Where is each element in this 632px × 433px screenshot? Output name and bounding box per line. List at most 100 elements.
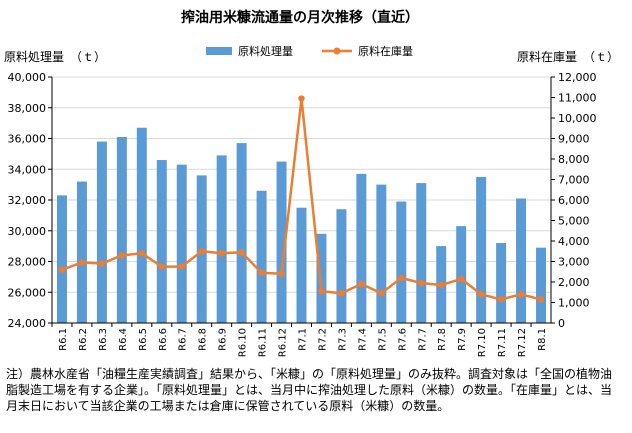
inventory-point (138, 250, 146, 257)
inventory-point (118, 252, 126, 259)
x-tick-label: R8.1 (537, 328, 548, 351)
legend-line-marker (333, 47, 341, 55)
bar (496, 243, 507, 323)
bar (316, 233, 327, 323)
footnote: 注）農林水産省「油糧生産実績調査」結果から、「米糠」の「原料処理量」のみ抜粋。調… (6, 367, 613, 413)
bar-series (56, 127, 547, 323)
left-axis-label: 原料処理量 （ｔ） (4, 50, 106, 64)
inventory-point (497, 296, 505, 303)
inventory-point (258, 269, 265, 276)
bar (216, 155, 227, 323)
x-tick-label: R7.8 (437, 328, 448, 351)
bar (476, 176, 487, 323)
bar (296, 207, 307, 323)
x-tick-label: R6.9 (218, 328, 229, 351)
inventory-point (78, 259, 86, 266)
inventory-point (517, 291, 525, 298)
legend: 原料処理量 原料在庫量 (206, 44, 413, 58)
right-tick-label: 1,000 (558, 297, 590, 310)
left-tick-label: 24,000 (8, 317, 47, 330)
x-tick-label: R6.11 (258, 328, 269, 357)
left-tick-label: 38,000 (8, 102, 47, 115)
right-tick-label: 6,000 (558, 194, 590, 207)
bar (96, 141, 107, 323)
right-tick-label: 3,000 (558, 256, 590, 269)
x-tick-label: R7.3 (337, 328, 348, 351)
left-tick-label: 30,000 (8, 225, 47, 238)
left-tick-label: 34,000 (8, 163, 47, 176)
bar (136, 127, 147, 323)
right-tick-label: 5,000 (558, 215, 590, 228)
x-tick-label: R7.12 (517, 328, 528, 357)
inventory-point (278, 270, 285, 277)
bar (416, 183, 427, 323)
bar (156, 160, 167, 323)
x-tick-label: R7.5 (377, 328, 388, 351)
bar (336, 209, 347, 323)
gridlines (52, 76, 551, 293)
x-tick-label: R7.6 (397, 328, 408, 351)
bar (56, 195, 67, 323)
bar (236, 143, 247, 323)
x-tick-label: R6.3 (98, 328, 109, 351)
x-tick-label: R7.9 (457, 328, 468, 351)
inventory-point (158, 263, 165, 270)
bar (176, 164, 187, 323)
axes (48, 76, 555, 327)
x-tick-label: R7.7 (417, 328, 428, 351)
rice-bran-chart: 搾油用米糠流通量の月次推移（直近） 原料処理量 （ｔ） 原料在庫量 （ｔ） 原料… (4, 9, 619, 357)
inventory-point (58, 266, 66, 273)
bar (456, 226, 467, 323)
inventory-point (178, 263, 185, 270)
x-tick-label: R6.2 (78, 328, 89, 351)
x-tick-label: R7.4 (357, 328, 368, 351)
right-tick-label: 7,000 (558, 174, 590, 187)
left-tick-label: 32,000 (8, 194, 47, 207)
bar (396, 201, 407, 323)
right-tick-label: 8,000 (558, 153, 590, 166)
bar (536, 247, 547, 323)
left-tick-label: 40,000 (8, 71, 47, 84)
x-tick-label: R7.1 (298, 328, 309, 351)
right-tick-label: 11,000 (558, 92, 597, 105)
bar (276, 161, 287, 323)
x-tick-label: R7.10 (477, 328, 488, 357)
right-tick-label: 9,000 (558, 133, 590, 146)
inventory-point (98, 260, 106, 267)
bar (76, 181, 87, 323)
bar (516, 198, 527, 323)
x-tick-label: R6.10 (238, 328, 249, 357)
bar (376, 184, 387, 323)
inventory-point (218, 250, 225, 257)
right-tick-label: 4,000 (558, 235, 590, 248)
inventory-point (418, 279, 425, 287)
x-tick-label: R6.4 (118, 328, 129, 351)
right-tick-label: 0 (558, 317, 565, 330)
legend-bar-swatch (206, 47, 232, 55)
bar (356, 173, 367, 323)
right-tick-label: 2,000 (558, 276, 590, 289)
line-series (58, 95, 545, 303)
inventory-point (338, 290, 345, 297)
inventory-point (537, 296, 545, 303)
left-tick-label: 28,000 (8, 256, 47, 269)
legend-line-label: 原料在庫量 (358, 44, 413, 58)
inventory-point (457, 275, 465, 283)
x-tick-label: R6.8 (198, 328, 209, 351)
x-tick-label: R6.6 (158, 328, 169, 351)
tick-labels: 24,000 26,000 28,000 30,000 32,000 34,000 36,0… (8, 71, 597, 357)
inventory-point (398, 274, 405, 282)
x-tick-label: R6.12 (278, 328, 289, 357)
chart-title: 搾油用米糠流通量の月次推移（直近） (181, 9, 419, 26)
left-tick-label: 26,000 (8, 286, 47, 299)
inventory-point (318, 288, 325, 295)
bar (116, 136, 127, 323)
left-tick-label: 36,000 (8, 133, 47, 146)
right-axis-label: 原料在庫量 （ｔ） (517, 50, 619, 64)
x-tick-label: R6.1 (58, 328, 69, 351)
inventory-point (378, 290, 385, 297)
x-tick-label: R6.7 (178, 328, 189, 351)
inventory-point (438, 281, 445, 289)
legend-bar-label: 原料処理量 (238, 44, 293, 58)
inventory-point (198, 248, 205, 255)
